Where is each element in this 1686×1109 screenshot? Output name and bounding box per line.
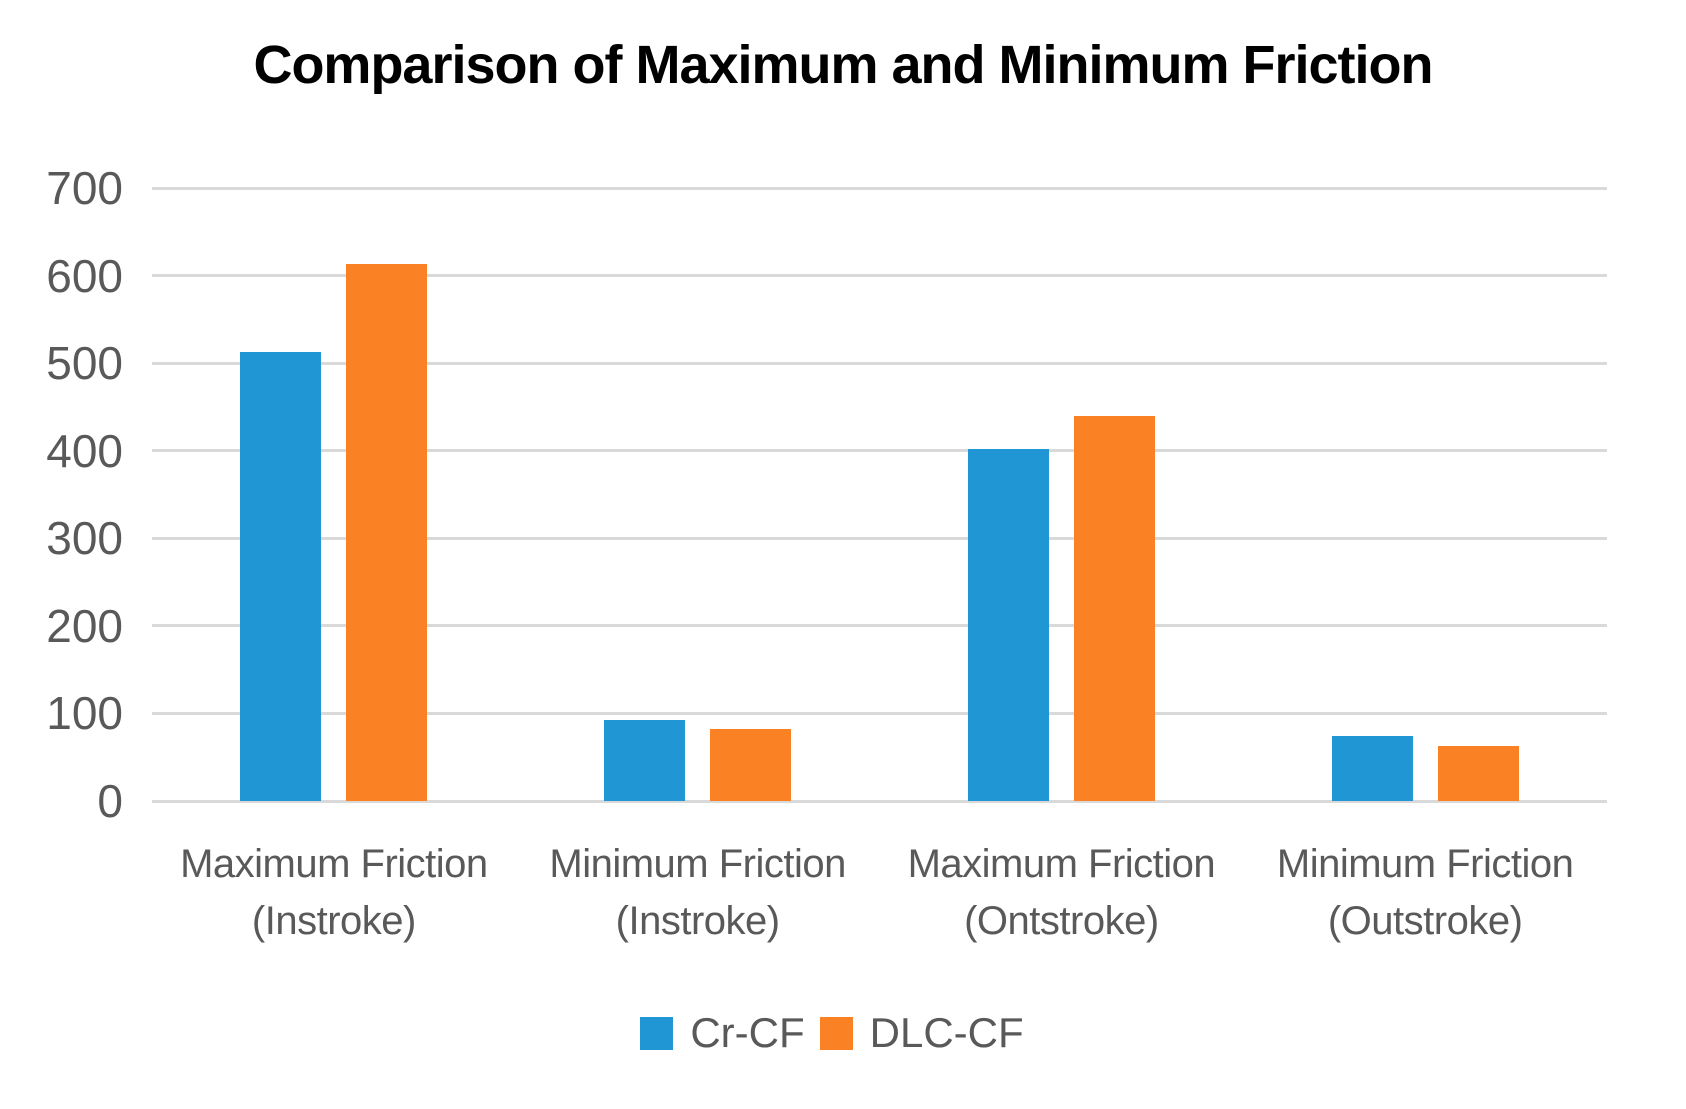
bar-dlc-cf-maximum-friction-instroke xyxy=(346,264,428,801)
x-category-label-line2: (Ontstroke) xyxy=(964,899,1159,943)
x-category-label-line1: Maximum Friction xyxy=(907,842,1216,886)
legend-entry-dlc-cf: DLC-CF xyxy=(819,1009,1024,1056)
x-category-label-line2: (Outstroke) xyxy=(1327,899,1523,943)
x-category-label-maximum-friction-ontstroke: Maximum Friction (Ontstroke) xyxy=(880,836,1244,950)
legend-label-cr-cf: Cr-CF xyxy=(690,1009,805,1056)
y-tick-label-100: 100 xyxy=(46,687,123,740)
bar-dlc-cf-maximum-friction-ontstroke xyxy=(1073,415,1155,801)
x-category-label-line1: Maximum Friction xyxy=(180,842,488,886)
gridline-700 xyxy=(152,186,1607,190)
legend-label-dlc-cf: DLC-CF xyxy=(869,1009,1024,1056)
y-tick-label-400: 400 xyxy=(46,424,123,477)
legend-entry-cr-cf: Cr-CF xyxy=(640,1009,805,1056)
x-category-label-line2: (Instroke) xyxy=(615,899,780,943)
y-tick-label-700: 700 xyxy=(46,162,123,214)
bar-cr-cf-maximum-friction-instroke xyxy=(240,351,322,801)
gridline-300 xyxy=(152,536,1607,540)
bar-dlc-cf-minimum-friction-outstroke xyxy=(1437,745,1519,801)
legend: Cr-CF DLC-CF xyxy=(0,1012,1664,1054)
bar-dlc-cf-minimum-friction-instroke xyxy=(710,729,792,801)
y-tick-label-200: 200 xyxy=(46,599,123,652)
legend-swatch-dlc-cf xyxy=(819,1016,853,1050)
gridline-600 xyxy=(152,274,1607,278)
y-tick-label-500: 500 xyxy=(46,337,123,390)
chart-title: Comparison of Maximum and Minimum Fricti… xyxy=(253,35,1433,95)
x-category-label-maximum-friction-instroke: Maximum Friction (Instroke) xyxy=(152,836,516,950)
x-category-label-minimum-friction-instroke: Minimum Friction (Instroke) xyxy=(516,836,880,950)
gridline-400 xyxy=(152,449,1607,453)
y-tick-label-600: 600 xyxy=(46,249,123,302)
bar-cr-cf-maximum-friction-ontstroke xyxy=(967,448,1049,801)
gridline-200 xyxy=(152,624,1607,628)
bar-cr-cf-minimum-friction-outstroke xyxy=(1331,736,1413,801)
gridline-0 xyxy=(152,799,1607,803)
gridline-500 xyxy=(152,361,1607,365)
legend-swatch-cr-cf xyxy=(640,1016,674,1050)
y-tick-label-300: 300 xyxy=(46,512,123,565)
x-category-label-minimum-friction-outstroke: Minimum Friction (Outstroke) xyxy=(1243,836,1607,950)
x-category-label-line1: Minimum Friction xyxy=(1276,842,1574,886)
bar-cr-cf-minimum-friction-instroke xyxy=(604,719,686,801)
y-tick-label-0: 0 xyxy=(97,775,123,827)
gridline-100 xyxy=(152,711,1607,715)
x-category-label-line1: Minimum Friction xyxy=(549,842,846,886)
x-category-label-line2: (Instroke) xyxy=(251,899,416,943)
